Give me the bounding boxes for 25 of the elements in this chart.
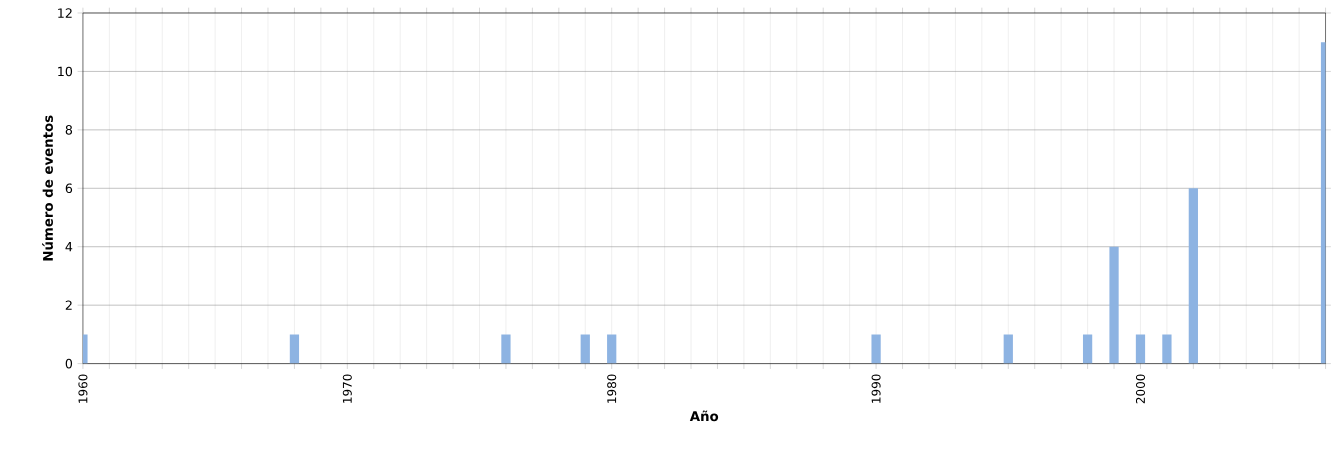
y-tick-label: 4 bbox=[65, 242, 73, 252]
bar bbox=[607, 334, 617, 364]
x-tick-label: 1960 bbox=[78, 374, 88, 404]
x-tick-label: 2000 bbox=[1135, 374, 1146, 404]
y-tick-label: 8 bbox=[65, 125, 73, 135]
bar bbox=[1188, 188, 1198, 364]
bar bbox=[871, 334, 881, 364]
y-tick-label: 0 bbox=[65, 359, 73, 369]
y-axis-title: Número de eventos bbox=[42, 115, 53, 261]
bar bbox=[1082, 334, 1093, 364]
y-tick-label: 2 bbox=[65, 300, 72, 311]
bar bbox=[1162, 334, 1172, 364]
bar bbox=[501, 334, 511, 364]
y-tick-label: 12 bbox=[58, 8, 72, 18]
x-tick-label: 1990 bbox=[871, 374, 881, 404]
x-axis-title: Año bbox=[689, 410, 719, 422]
bar bbox=[289, 334, 300, 364]
y-tick-label: 10 bbox=[58, 66, 73, 77]
y-tick-label: 6 bbox=[65, 183, 73, 194]
x-tick-label: 1980 bbox=[607, 374, 617, 404]
bar bbox=[1109, 246, 1119, 364]
bar bbox=[580, 334, 590, 364]
bar bbox=[1003, 334, 1013, 364]
bar bbox=[1135, 334, 1146, 364]
x-tick-label: 1970 bbox=[342, 374, 352, 404]
